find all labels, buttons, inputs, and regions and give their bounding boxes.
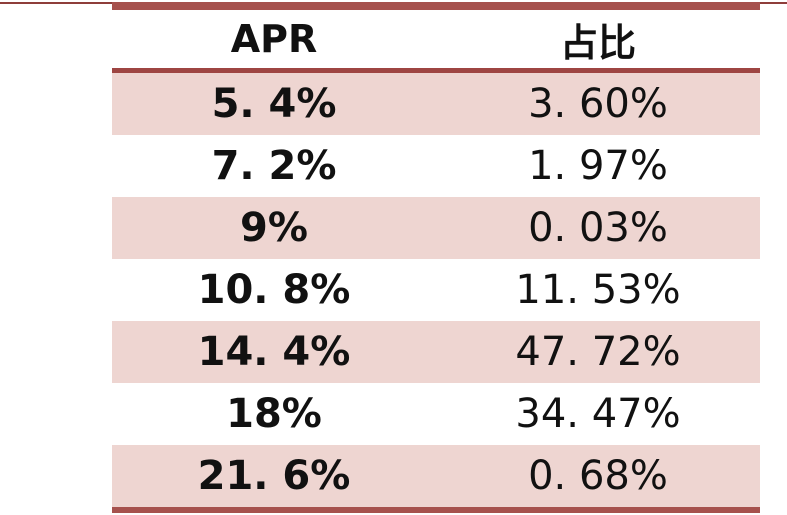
apr-cell: 7. 2% [211, 143, 337, 189]
apr-cell: 9% [240, 205, 308, 251]
table-row: 21. 6% 0. 68% [112, 445, 760, 507]
table-row: 7. 2% 1. 97% [112, 135, 760, 197]
share-cell: 1. 97% [528, 143, 668, 189]
apr-cell: 10. 8% [197, 267, 351, 313]
header-divider [112, 68, 760, 73]
table-row: 18% 34. 47% [112, 383, 760, 445]
table-row: 14. 4% 47. 72% [112, 321, 760, 383]
table-row: 10. 8% 11. 53% [112, 259, 760, 321]
apr-cell: 18% [226, 391, 322, 437]
share-cell: 11. 53% [515, 267, 681, 313]
apr-cell: 14. 4% [197, 329, 351, 375]
header-cell-share: 占比 [559, 20, 636, 65]
share-cell: 3. 60% [528, 81, 668, 127]
apr-cell: 5. 4% [211, 81, 337, 127]
share-cell: 47. 72% [515, 329, 681, 375]
table-row: 9% 0. 03% [112, 197, 760, 259]
table-bottom-border [112, 507, 760, 513]
share-cell: 34. 47% [515, 391, 681, 437]
apr-cell: 21. 6% [197, 453, 351, 499]
apr-share-table: APR 占比 5. 4% 3. 60% 7. 2% 1. 97% 9% 0. 0… [112, 2, 760, 513]
share-cell: 0. 68% [528, 453, 668, 499]
table-row: 5. 4% 3. 60% [112, 73, 760, 135]
header-cell-apr: APR [230, 17, 318, 61]
share-cell: 0. 03% [528, 205, 668, 251]
table-header-row: APR 占比 [112, 10, 760, 68]
table-top-border [112, 2, 760, 10]
